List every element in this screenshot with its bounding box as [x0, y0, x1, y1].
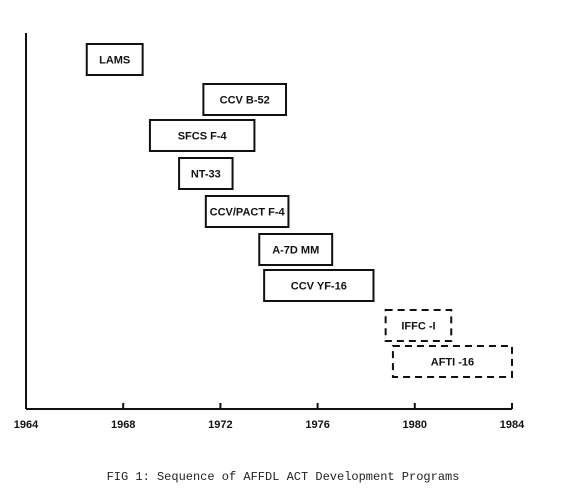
program-label-afti-16: AFTI -16 [431, 357, 474, 369]
program-label-nt-33: NT-33 [191, 169, 221, 181]
program-label-a-7d-mm: A-7D MM [272, 245, 319, 257]
gantt-chart: LAMS CCV B-52 SFCS F-4 NT-33 CCV/PACT F-4 A-7… [14, 33, 525, 431]
program-label-sfcs-f-4: SFCS F-4 [178, 131, 228, 143]
figure-caption: FIG 1: Sequence of AFFDL ACT Development… [106, 470, 460, 484]
program-bar-ccv-pact-f-4 [204, 195, 290, 228]
program-bar-ccv-b-52 [202, 83, 288, 116]
program-bar-afti-16 [391, 345, 513, 378]
program-label-ccv-yf-16: CCV YF-16 [291, 281, 347, 293]
x-tick-label-1972: 1972 [208, 419, 232, 431]
x-tick-label-1980: 1980 [403, 419, 427, 431]
program-label-ccv-pact-f-4: CCV/PACT F-4 [210, 207, 286, 219]
program-bar-a-7d-mm [258, 233, 334, 266]
x-tick-label-1968: 1968 [111, 419, 135, 431]
x-tick-label-1964: 1964 [14, 419, 39, 431]
x-axis-ticks: 1964 1968 1972 1976 1980 1984 [14, 403, 525, 431]
program-bar-ccv-yf-16 [263, 269, 375, 302]
x-tick-label-1984: 1984 [500, 419, 525, 431]
x-tick-label-1976: 1976 [305, 419, 329, 431]
program-bar-nt-33 [178, 157, 234, 190]
program-bars: LAMS CCV B-52 SFCS F-4 NT-33 CCV/PACT F-4 A-7… [85, 43, 513, 378]
program-label-iffc-i: IFFC -I [401, 321, 435, 333]
program-bar-sfcs-f-4 [148, 119, 256, 152]
program-bar-lams [85, 43, 144, 76]
program-label-ccv-b-52: CCV B-52 [220, 95, 270, 107]
program-label-lams: LAMS [99, 55, 130, 67]
